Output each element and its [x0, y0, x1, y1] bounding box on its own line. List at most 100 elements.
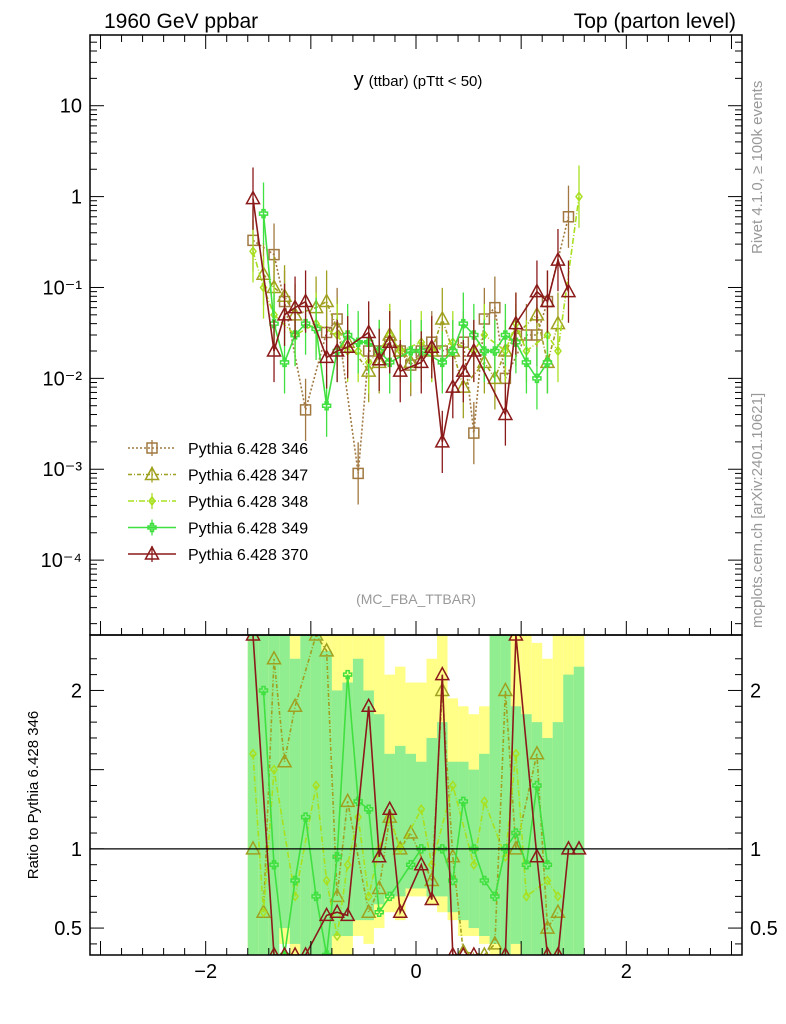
ratio-point — [434, 666, 451, 681]
data-point — [384, 357, 395, 368]
ratio-band-green — [405, 753, 416, 889]
ratio-point — [374, 907, 384, 917]
process-label: Top (parton level) — [574, 10, 736, 33]
data-point — [266, 342, 282, 357]
y-tick-label: 10⁻² — [43, 368, 83, 390]
energy-label: 1960 GeV ppbar — [104, 10, 258, 33]
main-frame — [89, 34, 743, 636]
ratio-point — [469, 859, 478, 870]
data-point — [469, 330, 479, 340]
ratio-point — [497, 681, 514, 697]
data-point — [321, 400, 332, 411]
data-point — [490, 346, 500, 356]
data-point — [562, 211, 575, 223]
legend-item: Pythia 6.428 346 — [128, 440, 308, 458]
data-point — [276, 306, 293, 321]
series-line — [252, 216, 570, 474]
ratio-point — [458, 946, 468, 955]
y-tick-label: 10⁻³ — [43, 459, 83, 481]
ratio-point — [266, 650, 282, 665]
data-point — [529, 283, 545, 298]
ratio-point — [529, 848, 545, 863]
ratio-point — [448, 946, 458, 955]
ratio-point — [270, 764, 278, 775]
ratio-point — [353, 796, 363, 807]
legend-marker — [148, 495, 156, 507]
ratio-band-green — [479, 753, 490, 936]
legend-label: Pythia 6.428 370 — [188, 547, 308, 564]
ratio-reference-point — [245, 840, 261, 855]
data-point — [290, 330, 300, 340]
data-point — [342, 330, 353, 340]
analysis-tag: (MC_FBA_TTBAR) — [356, 591, 476, 607]
ratio-point — [322, 875, 331, 886]
ratio-y-axis-label: Ratio to Pythia 6.428 346 — [25, 711, 42, 879]
ratio-point — [300, 812, 311, 822]
legend-label: Pythia 6.428 346 — [188, 441, 308, 458]
ratio-band-green — [437, 722, 448, 897]
ratio-series-line — [262, 674, 549, 955]
ratio-point — [363, 804, 374, 815]
ratio-point — [259, 906, 268, 918]
ratio-band-green — [573, 666, 585, 955]
ratio-band-green — [373, 714, 385, 905]
plot-title-sub: (ttbar) (pTtt < 50) — [369, 73, 483, 90]
ratio-band-green — [321, 650, 332, 955]
legend-item: Pythia 6.428 348 — [128, 493, 308, 511]
ratio-point — [543, 875, 552, 886]
ratio-point — [511, 748, 520, 760]
ratio-y-tick-label: 2 — [71, 680, 82, 702]
ratio-point — [480, 796, 489, 807]
legend-label: Pythia 6.428 347 — [188, 468, 308, 485]
data-point — [329, 342, 345, 357]
ratio-point — [392, 903, 408, 918]
x-tick-label: 2 — [621, 961, 632, 983]
plot-title-main: y — [354, 69, 364, 91]
ratio-point — [308, 635, 324, 641]
data-point — [479, 346, 490, 356]
x-tick-label: 0 — [410, 961, 421, 983]
ratio-point — [437, 844, 448, 854]
ratio-band-green — [300, 635, 311, 955]
ratio-point — [287, 697, 303, 713]
ratio-point — [550, 903, 566, 918]
data-point — [550, 251, 566, 266]
ratio-point — [521, 859, 532, 870]
ratio-point — [511, 828, 521, 838]
data-point — [352, 467, 364, 480]
ratio-series-1 — [249, 748, 562, 942]
data-point — [353, 337, 363, 347]
ratio-point — [360, 903, 377, 918]
ratio-point — [339, 792, 356, 808]
ratio-band-green — [500, 635, 511, 955]
data-point — [318, 292, 335, 308]
ratio-y-tick-label-right: 0.5 — [750, 918, 778, 940]
ratio-point — [413, 856, 430, 871]
ratio-series-3 — [245, 635, 577, 955]
data-point — [445, 378, 461, 393]
data-point — [521, 357, 532, 368]
ratio-point — [300, 946, 311, 955]
ratio-band-green — [531, 722, 543, 955]
legend-marker — [146, 442, 158, 454]
ratio-band-green — [342, 682, 353, 936]
legend-item: Pythia 6.428 347 — [128, 465, 308, 485]
series-line — [252, 198, 570, 443]
data-point — [392, 362, 408, 377]
ratio-series-line — [252, 635, 570, 955]
ratio-band-green — [247, 635, 259, 955]
data-point — [300, 318, 311, 329]
ratio-point — [554, 891, 562, 902]
data-point — [458, 318, 469, 329]
ratio-point — [458, 796, 469, 807]
ratio-point — [311, 891, 321, 902]
ratio-point — [532, 780, 542, 791]
ratio-band-green — [458, 761, 469, 921]
ratio-point — [360, 697, 377, 713]
ratio-point — [396, 843, 405, 855]
ratio-point — [290, 946, 300, 955]
ratio-series-line — [252, 753, 559, 937]
legend-item: Pythia 6.428 370 — [128, 545, 308, 564]
side-label-bottom: mcplots.cern.ch [arXiv:2401.10621] — [749, 393, 766, 628]
